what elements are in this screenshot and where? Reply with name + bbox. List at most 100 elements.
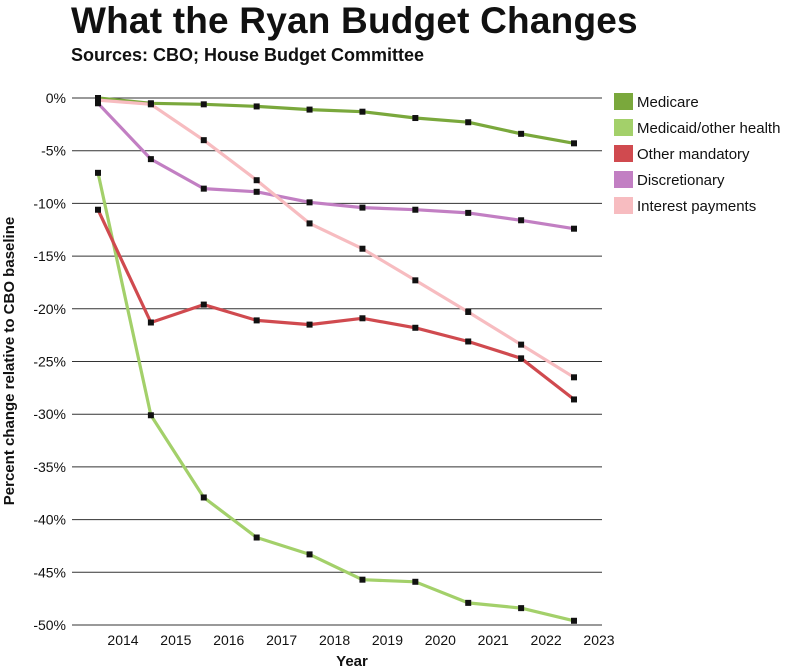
data-point (253, 317, 260, 324)
data-point (306, 551, 313, 558)
data-point (412, 277, 419, 284)
legend-swatch (614, 93, 633, 110)
y-tick-label: -50% (33, 617, 66, 633)
y-tick-label: -10% (33, 195, 66, 211)
data-point (253, 534, 260, 541)
data-point (465, 308, 472, 315)
data-point (518, 341, 525, 348)
legend: Medicare Medicaid/other health Other manda… (614, 93, 780, 215)
data-point (412, 578, 419, 585)
data-point (465, 119, 472, 126)
x-tick-label: 2016 (213, 632, 244, 648)
legend-label: Medicare (637, 94, 699, 111)
legend-item: Medicare (614, 93, 699, 111)
data-point (571, 225, 577, 232)
series-line-1 (96, 172, 575, 623)
data-point (571, 396, 577, 403)
data-point (465, 209, 472, 216)
legend-swatch (614, 145, 633, 162)
x-tick-label: 2019 (372, 632, 403, 648)
x-tick-label: 2020 (425, 632, 456, 648)
data-point (306, 106, 313, 113)
data-point (359, 204, 366, 211)
legend-item: Other mandatory (614, 145, 750, 163)
data-point (571, 617, 577, 624)
gridlines (72, 97, 602, 626)
legend-swatch (614, 119, 633, 136)
data-point (253, 177, 260, 184)
legend-label: Interest payments (637, 198, 756, 215)
series-lines (96, 96, 575, 623)
data-point (95, 97, 101, 104)
legend-label: Discretionary (637, 172, 725, 189)
data-point (95, 100, 101, 107)
series-line-0 (97, 96, 575, 145)
y-tick-label: -35% (33, 459, 66, 475)
y-axis-label: Percent change relative to CBO baseline (1, 217, 18, 505)
data-point (465, 599, 472, 606)
data-point (200, 301, 207, 308)
x-tick-label: 2017 (266, 632, 297, 648)
data-point (147, 156, 154, 163)
data-point (359, 108, 366, 115)
data-point (359, 315, 366, 322)
y-tick-label: 0% (46, 90, 66, 106)
legend-item: Medicaid/other health (614, 119, 780, 137)
data-point (306, 199, 313, 206)
data-point (359, 245, 366, 252)
x-tick-label: 2014 (107, 632, 138, 648)
data-point (306, 220, 313, 227)
y-tick-label: -30% (33, 406, 66, 422)
legend-label: Other mandatory (637, 146, 750, 163)
data-point (95, 206, 101, 213)
data-point (518, 217, 525, 224)
legend-swatch (614, 197, 633, 214)
data-point (200, 494, 207, 501)
x-tick-label: 2021 (478, 632, 509, 648)
chart-subtitle: Sources: CBO; House Budget Committee (71, 45, 425, 65)
series-line-2 (96, 209, 575, 401)
x-tick-label: 2022 (531, 632, 562, 648)
y-tick-label: -45% (33, 564, 66, 580)
data-point (518, 605, 525, 612)
data-point (306, 321, 313, 328)
data-point (147, 412, 154, 419)
y-tick-label: -20% (33, 301, 66, 317)
y-axis-ticks: 0% -5% -10% -15% -20% -25% -30% -35% -40% -45% -50… (33, 90, 66, 633)
x-tick-label: 2015 (160, 632, 191, 648)
y-tick-label: -15% (33, 248, 66, 264)
data-point (200, 185, 207, 192)
data-point (412, 115, 419, 122)
series-line-4 (97, 98, 575, 379)
data-point (147, 319, 154, 326)
y-tick-label: -40% (33, 512, 66, 528)
legend-label: Medicaid/other health (637, 120, 780, 137)
legend-item: Interest payments (614, 197, 756, 215)
data-point (200, 137, 207, 144)
data-point (412, 206, 419, 213)
data-point (412, 324, 419, 331)
data-point (147, 101, 154, 108)
data-point (465, 338, 472, 345)
y-tick-label: -25% (33, 354, 66, 370)
data-point (518, 130, 525, 137)
chart-title: What the Ryan Budget Changes (71, 0, 638, 41)
data-point (518, 355, 525, 362)
data-point (95, 169, 101, 176)
data-point (253, 188, 260, 195)
x-axis-ticks: 2014 2015 2016 2017 2018 2019 2020 2021 2022 2023 (107, 632, 614, 648)
series-line-3 (96, 102, 575, 231)
data-point (253, 103, 260, 110)
y-tick-label: -5% (41, 143, 66, 159)
x-tick-label: 2018 (319, 632, 350, 648)
series-points (95, 95, 577, 624)
data-point (571, 374, 577, 381)
legend-item: Discretionary (614, 171, 725, 189)
x-tick-label: 2023 (583, 632, 614, 648)
data-point (359, 576, 366, 583)
data-point (200, 101, 207, 108)
x-axis-label: Year (336, 653, 368, 668)
legend-swatch (614, 171, 633, 188)
data-point (571, 140, 577, 147)
